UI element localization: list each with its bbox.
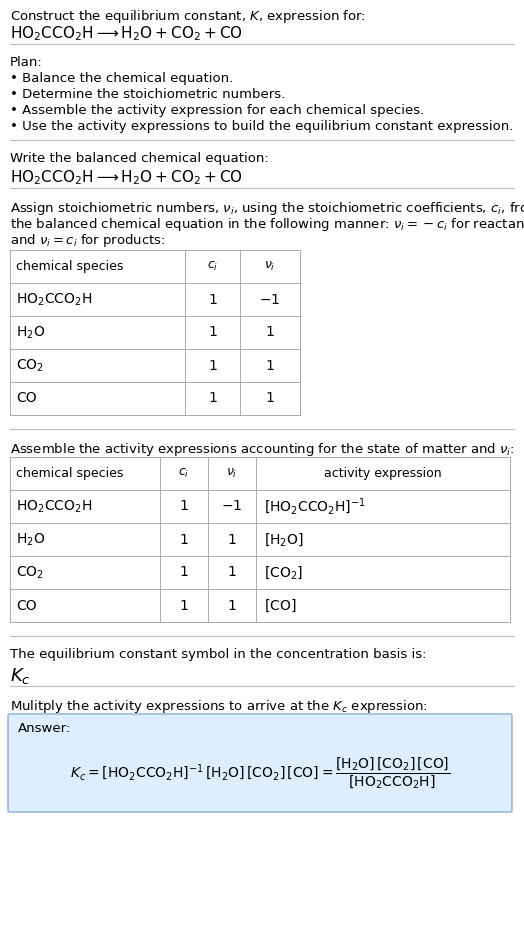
Text: • Determine the stoichiometric numbers.: • Determine the stoichiometric numbers.	[10, 88, 285, 101]
Text: $[\mathrm{H_2O}]$: $[\mathrm{H_2O}]$	[264, 531, 304, 548]
Text: 1: 1	[227, 599, 236, 613]
Text: $[\mathrm{CO_2}]$: $[\mathrm{CO_2}]$	[264, 564, 303, 581]
Text: 1: 1	[180, 599, 189, 613]
Text: 1: 1	[266, 359, 275, 372]
Text: CO: CO	[16, 599, 37, 613]
Text: $[\mathrm{HO_2CCO_2H}]^{-1}$: $[\mathrm{HO_2CCO_2H}]^{-1}$	[264, 496, 366, 517]
Text: $\nu_i$: $\nu_i$	[264, 259, 276, 273]
FancyBboxPatch shape	[8, 714, 512, 812]
Text: 1: 1	[208, 359, 217, 372]
Text: chemical species: chemical species	[16, 260, 123, 273]
Text: 1: 1	[180, 499, 189, 513]
Text: 1: 1	[208, 326, 217, 340]
Text: 1: 1	[180, 532, 189, 546]
Text: $c_i$: $c_i$	[178, 467, 190, 480]
Text: activity expression: activity expression	[324, 467, 442, 480]
Text: and $\nu_i = c_i$ for products:: and $\nu_i = c_i$ for products:	[10, 232, 166, 249]
Text: Assemble the activity expressions accounting for the state of matter and $\nu_i$: Assemble the activity expressions accoun…	[10, 441, 515, 458]
Text: 1: 1	[208, 391, 217, 405]
Text: $\mathrm{HO_2CCO_2H} \longrightarrow \mathrm{H_2O + CO_2 + CO}$: $\mathrm{HO_2CCO_2H} \longrightarrow \ma…	[10, 24, 243, 43]
Text: 1: 1	[180, 565, 189, 580]
Text: 1: 1	[208, 293, 217, 307]
Text: $-1$: $-1$	[259, 293, 281, 307]
Text: 1: 1	[266, 391, 275, 405]
Text: • Assemble the activity expression for each chemical species.: • Assemble the activity expression for e…	[10, 104, 424, 117]
Text: Construct the equilibrium constant, $K$, expression for:: Construct the equilibrium constant, $K$,…	[10, 8, 366, 25]
Text: CO: CO	[16, 391, 37, 405]
Text: $K_c$: $K_c$	[10, 666, 30, 686]
Text: $\mathrm{HO_2CCO_2H}$: $\mathrm{HO_2CCO_2H}$	[16, 498, 92, 515]
Text: The equilibrium constant symbol in the concentration basis is:: The equilibrium constant symbol in the c…	[10, 648, 427, 661]
Text: $c_i$: $c_i$	[207, 259, 218, 273]
Text: • Balance the chemical equation.: • Balance the chemical equation.	[10, 72, 233, 85]
Text: $\mathrm{HO_2CCO_2H}$: $\mathrm{HO_2CCO_2H}$	[16, 292, 92, 308]
Text: $K_c = [\mathrm{HO_2CCO_2H}]^{-1}\,[\mathrm{H_2O}]\,[\mathrm{CO_2}]\,[\mathrm{CO: $K_c = [\mathrm{HO_2CCO_2H}]^{-1}\,[\mat…	[70, 756, 450, 791]
Text: $-1$: $-1$	[221, 499, 243, 513]
Text: $[\mathrm{CO}]$: $[\mathrm{CO}]$	[264, 598, 297, 614]
Text: Mulitply the activity expressions to arrive at the $K_c$ expression:: Mulitply the activity expressions to arr…	[10, 698, 428, 715]
Text: Write the balanced chemical equation:: Write the balanced chemical equation:	[10, 152, 269, 165]
Text: $\mathrm{CO_2}$: $\mathrm{CO_2}$	[16, 357, 44, 374]
Text: $\mathrm{H_2O}$: $\mathrm{H_2O}$	[16, 324, 45, 341]
Text: Plan:: Plan:	[10, 56, 43, 69]
Text: $\nu_i$: $\nu_i$	[226, 467, 238, 480]
Text: 1: 1	[266, 326, 275, 340]
Text: Answer:: Answer:	[18, 722, 71, 735]
Text: $\mathrm{HO_2CCO_2H} \longrightarrow \mathrm{H_2O + CO_2 + CO}$: $\mathrm{HO_2CCO_2H} \longrightarrow \ma…	[10, 168, 243, 187]
Text: • Use the activity expressions to build the equilibrium constant expression.: • Use the activity expressions to build …	[10, 120, 514, 133]
Text: the balanced chemical equation in the following manner: $\nu_i = -c_i$ for react: the balanced chemical equation in the fo…	[10, 216, 524, 233]
Text: $\mathrm{CO_2}$: $\mathrm{CO_2}$	[16, 564, 44, 581]
Text: chemical species: chemical species	[16, 467, 123, 480]
Text: 1: 1	[227, 532, 236, 546]
Text: $\mathrm{H_2O}$: $\mathrm{H_2O}$	[16, 531, 45, 547]
Text: 1: 1	[227, 565, 236, 580]
Text: Assign stoichiometric numbers, $\nu_i$, using the stoichiometric coefficients, $: Assign stoichiometric numbers, $\nu_i$, …	[10, 200, 524, 217]
